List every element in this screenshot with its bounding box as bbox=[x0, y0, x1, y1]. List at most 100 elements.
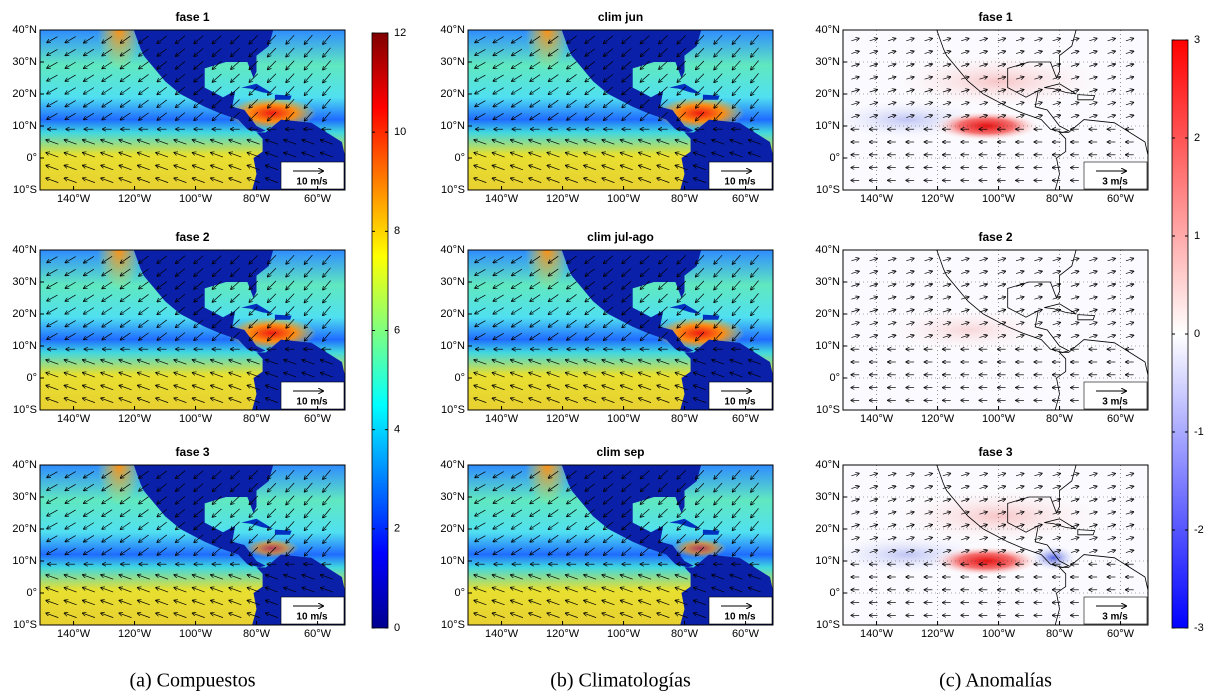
wind-vector bbox=[102, 522, 113, 529]
wind-vector bbox=[530, 99, 541, 107]
wind-vector bbox=[639, 153, 652, 158]
wind-vector bbox=[286, 331, 295, 341]
wind-vector bbox=[249, 470, 259, 478]
wind-vector bbox=[84, 100, 95, 106]
wind-vector bbox=[585, 99, 595, 107]
wind-vector bbox=[120, 319, 131, 327]
wind-vector bbox=[732, 86, 741, 95]
wind-vector bbox=[102, 268, 113, 276]
wind-vector bbox=[231, 470, 240, 479]
wind-vector bbox=[102, 35, 113, 43]
wind-vector bbox=[176, 268, 186, 277]
wind-vector bbox=[65, 269, 76, 275]
wind-vector bbox=[119, 140, 132, 145]
wind-vector bbox=[640, 86, 650, 95]
wind-vector bbox=[83, 178, 96, 183]
wind-vector bbox=[602, 165, 615, 171]
wind-vector bbox=[249, 280, 259, 289]
wind-vector bbox=[321, 153, 333, 158]
wind-vector bbox=[120, 294, 131, 302]
wind-vector bbox=[102, 48, 113, 56]
lon-label: 80°W bbox=[671, 413, 699, 425]
wind-vector bbox=[46, 588, 59, 593]
wind-vector bbox=[530, 255, 541, 263]
wind-vector bbox=[139, 483, 149, 491]
wind-vector bbox=[65, 49, 76, 55]
wind-vector bbox=[229, 588, 242, 593]
lon-label: 140°W bbox=[860, 193, 894, 205]
wind-vector bbox=[231, 35, 240, 44]
wind-vector bbox=[512, 74, 523, 81]
wind-vector bbox=[192, 153, 205, 158]
wind-vector bbox=[101, 360, 114, 365]
wind-vector bbox=[602, 178, 615, 183]
wind-vector bbox=[321, 575, 333, 580]
wind-vector bbox=[323, 469, 331, 479]
lat-label: 10°S bbox=[816, 619, 840, 631]
wind-vector bbox=[157, 483, 167, 491]
wind-vector bbox=[47, 269, 58, 275]
lat-label: 20°N bbox=[12, 523, 37, 535]
wind-vector bbox=[284, 153, 297, 158]
wind-vector bbox=[46, 140, 59, 145]
wind-vector bbox=[266, 373, 279, 378]
lat-label: 40°N bbox=[12, 459, 37, 471]
wind-vector bbox=[194, 293, 204, 302]
wind-vector bbox=[64, 178, 77, 183]
lon-label: 100°W bbox=[179, 413, 213, 425]
wind-vector bbox=[211, 613, 224, 618]
wind-vector bbox=[194, 268, 204, 277]
wind-vector bbox=[192, 398, 205, 403]
wind-vector bbox=[139, 332, 149, 340]
panel-title: fase 2 bbox=[175, 230, 209, 244]
wind-vector bbox=[194, 319, 204, 328]
wind-vector bbox=[249, 47, 259, 56]
wind-vector bbox=[249, 293, 259, 302]
wind-vector bbox=[512, 61, 523, 68]
wind-vector bbox=[102, 470, 113, 478]
wind-vector bbox=[751, 73, 759, 82]
wind-vector bbox=[268, 495, 277, 505]
wind-vector bbox=[266, 360, 279, 365]
wind-vector bbox=[231, 293, 240, 302]
wind-vector bbox=[229, 575, 242, 580]
wind-vector bbox=[659, 48, 668, 56]
wind-vector bbox=[157, 74, 167, 81]
wind-vector bbox=[677, 111, 687, 120]
wind-vector bbox=[304, 47, 313, 57]
wind-vector bbox=[323, 318, 331, 328]
wind-vector bbox=[323, 111, 331, 121]
wind-vector bbox=[304, 280, 313, 290]
wind-vector bbox=[102, 483, 113, 491]
wind-vector bbox=[46, 373, 59, 378]
wind-vector bbox=[47, 61, 58, 68]
wind-vector bbox=[640, 48, 650, 56]
wind-vector bbox=[620, 165, 633, 171]
wind-vector bbox=[751, 85, 759, 95]
wind-vector bbox=[696, 60, 705, 70]
wind-vector bbox=[102, 87, 113, 94]
wind-vector bbox=[547, 153, 560, 158]
wind-vector bbox=[231, 547, 240, 555]
wind-vector bbox=[268, 508, 277, 518]
wind-vector bbox=[677, 47, 687, 56]
wind-vector bbox=[64, 140, 77, 145]
wind-vector bbox=[584, 153, 597, 158]
wind-vector bbox=[120, 547, 131, 555]
wind-vector bbox=[247, 575, 260, 580]
lat-label: 40°N bbox=[815, 24, 840, 36]
wind-vector bbox=[751, 47, 759, 57]
lat-label: 10°N bbox=[440, 120, 465, 132]
wind-vector bbox=[46, 575, 59, 580]
lat-label: 30°N bbox=[12, 491, 37, 503]
colorbar-label: 0 bbox=[394, 622, 400, 634]
wind-vector bbox=[323, 280, 331, 290]
wind-vector bbox=[138, 140, 150, 145]
wind-vector bbox=[46, 600, 59, 606]
wind-vector bbox=[286, 495, 295, 505]
wind-vector bbox=[176, 86, 186, 95]
wind-vector bbox=[286, 267, 295, 277]
lon-label: 140°W bbox=[57, 193, 91, 205]
lon-label: 120°W bbox=[118, 413, 152, 425]
wind-vector bbox=[323, 508, 331, 517]
